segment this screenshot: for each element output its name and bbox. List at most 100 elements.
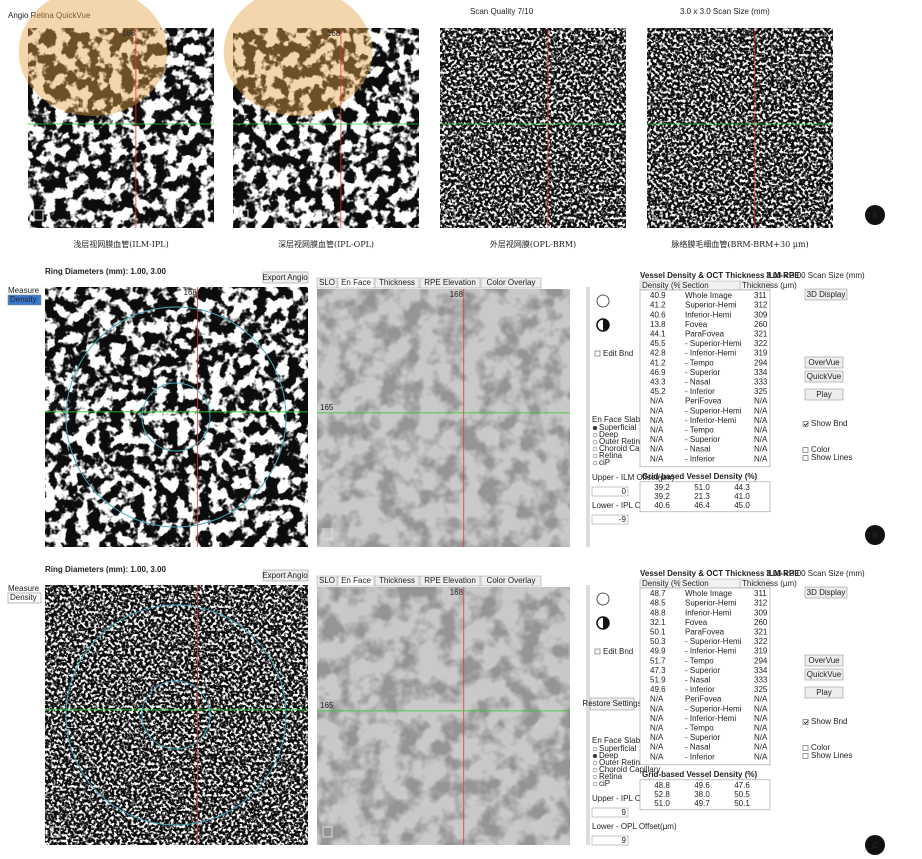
tab-label[interactable]: En Face bbox=[341, 278, 371, 287]
column-header: Section bbox=[682, 281, 709, 290]
image-caption: 外层视网膜(OPL-BRM) bbox=[490, 239, 576, 249]
table-cell: - Superior bbox=[685, 368, 720, 377]
grid-cell: 46.4 bbox=[694, 501, 710, 510]
overvue-button[interactable]: OverVue bbox=[808, 358, 840, 367]
show-lines[interactable]: Show Lines bbox=[811, 751, 852, 760]
tab-label[interactable]: RPE Elevation bbox=[424, 278, 476, 287]
table-cell: 309 bbox=[754, 608, 768, 617]
grid-cell: 51.0 bbox=[694, 483, 710, 492]
figure: Angio Retina QuickVueScan Quality 7/103.… bbox=[0, 0, 922, 859]
show-bnd[interactable]: Show Bnd bbox=[811, 419, 847, 428]
panel-letter: A bbox=[872, 211, 878, 220]
table-cell: 334 bbox=[754, 666, 768, 675]
export-button[interactable]: Export Angio bbox=[262, 571, 308, 580]
table-cell: 49.9 bbox=[650, 647, 666, 656]
crosshair-label: 168 bbox=[327, 29, 341, 38]
column-header: Density (%) bbox=[642, 579, 684, 588]
display-3d-button[interactable]: 3D Display bbox=[807, 588, 846, 597]
scan-size: 3.0 x 3.0 Scan Size (mm) bbox=[680, 7, 770, 16]
dropdown-value[interactable]: Density bbox=[10, 593, 37, 602]
table-cell: - Nasal bbox=[685, 676, 711, 685]
table-cell: N/A bbox=[754, 733, 768, 742]
table-cell: - Inferior bbox=[685, 752, 715, 761]
table-cell: N/A bbox=[650, 397, 664, 406]
table-cell: 322 bbox=[754, 637, 768, 646]
table-cell: N/A bbox=[650, 704, 664, 713]
radio bbox=[593, 768, 597, 772]
overvue-button[interactable]: OverVue bbox=[808, 656, 840, 665]
grid-cell: 50.5 bbox=[734, 790, 750, 799]
crosshair-label: 168 bbox=[450, 290, 464, 299]
export-button[interactable]: Export Angio bbox=[262, 273, 308, 282]
table-cell: N/A bbox=[754, 445, 768, 454]
tab-label[interactable]: Color Overlay bbox=[487, 278, 536, 287]
table-cell: N/A bbox=[754, 426, 768, 435]
restore-button[interactable]: Restore Settings bbox=[582, 699, 641, 708]
edit-bnd[interactable]: Edit Bnd bbox=[603, 349, 633, 358]
display-3d-button[interactable]: 3D Display bbox=[807, 290, 846, 299]
edit-bnd[interactable]: Edit Bnd bbox=[603, 647, 633, 656]
table-cell: - Inferior-Hemi bbox=[685, 714, 736, 723]
tab-label[interactable]: SLO bbox=[319, 576, 335, 585]
table-cell: N/A bbox=[650, 426, 664, 435]
radio bbox=[593, 761, 597, 765]
panel-letter: C bbox=[872, 841, 878, 850]
grid-cell: 40.6 bbox=[654, 501, 670, 510]
dropdown-value[interactable]: Density bbox=[10, 295, 37, 304]
image-caption: 浅层视网膜血管(ILM-IPL) bbox=[73, 239, 168, 249]
table-cell: N/A bbox=[650, 724, 664, 733]
table-cell: 41.2 bbox=[650, 301, 666, 310]
crosshair-label: 165 bbox=[650, 114, 664, 123]
show-bnd[interactable]: Show Bnd bbox=[811, 717, 847, 726]
table-cell: 319 bbox=[754, 349, 768, 358]
tab-label[interactable]: SLO bbox=[319, 278, 335, 287]
tab-label[interactable]: Thickness bbox=[379, 278, 415, 287]
quickvue-button[interactable]: QuickVue bbox=[807, 670, 842, 679]
table-cell: N/A bbox=[650, 733, 664, 742]
grid-title: Grid-based Vessel Density (%) bbox=[642, 472, 757, 481]
slab-option[interactable]: ciP bbox=[599, 779, 610, 788]
image-texture bbox=[45, 585, 308, 845]
quickvue-button[interactable]: QuickVue bbox=[807, 372, 842, 381]
tab-label[interactable]: En Face bbox=[341, 576, 371, 585]
image-texture bbox=[317, 587, 570, 845]
radio bbox=[593, 461, 597, 465]
table-cell: 32.1 bbox=[650, 618, 666, 627]
grid-cell: 48.8 bbox=[654, 781, 670, 790]
crosshair-label: 165 bbox=[236, 114, 250, 123]
column-header: Thickness (μm) bbox=[742, 281, 797, 290]
table-cell: Superior-Hemi bbox=[685, 301, 737, 310]
show-lines[interactable]: Show Lines bbox=[811, 453, 852, 462]
table-cell: - Inferior-Hemi bbox=[685, 349, 736, 358]
table-cell: - Inferior bbox=[685, 454, 715, 463]
ring-diameters: Ring Diameters (mm): 1.00, 3.00 bbox=[45, 267, 166, 276]
table-cell: Inferior-Hemi bbox=[685, 310, 731, 319]
table-cell: 40.6 bbox=[650, 310, 666, 319]
table-cell: N/A bbox=[754, 714, 768, 723]
play-button[interactable]: Play bbox=[816, 688, 832, 697]
crosshair-label: 168 bbox=[184, 586, 198, 595]
table-cell: 45.2 bbox=[650, 387, 666, 396]
slab-option[interactable]: ciP bbox=[599, 458, 610, 467]
table-cell: - Tempo bbox=[685, 656, 714, 665]
scrollbar bbox=[586, 287, 590, 547]
tab-label[interactable]: RPE Elevation bbox=[424, 576, 476, 585]
play-button[interactable]: Play bbox=[816, 390, 832, 399]
table-cell: N/A bbox=[650, 445, 664, 454]
grid-cell: 45.0 bbox=[734, 501, 750, 510]
tab-label[interactable]: Thickness bbox=[379, 576, 415, 585]
grid-cell: 21.3 bbox=[694, 492, 710, 501]
column-header: Section bbox=[682, 579, 709, 588]
offset-value: -9 bbox=[619, 515, 627, 524]
table-cell: 51.7 bbox=[650, 656, 666, 665]
table-cell: 333 bbox=[754, 378, 768, 387]
table-cell: 13.8 bbox=[650, 320, 666, 329]
tab-label[interactable]: Color Overlay bbox=[487, 576, 536, 585]
table-cell: 41.2 bbox=[650, 358, 666, 367]
table-cell: 321 bbox=[754, 628, 768, 637]
column-header: Thickness (μm) bbox=[742, 579, 797, 588]
table-cell: Fovea bbox=[685, 320, 708, 329]
crosshair-label: 168 bbox=[534, 29, 548, 38]
grid-title: Grid-based Vessel Density (%) bbox=[642, 770, 757, 779]
table-cell: 311 bbox=[754, 291, 767, 300]
